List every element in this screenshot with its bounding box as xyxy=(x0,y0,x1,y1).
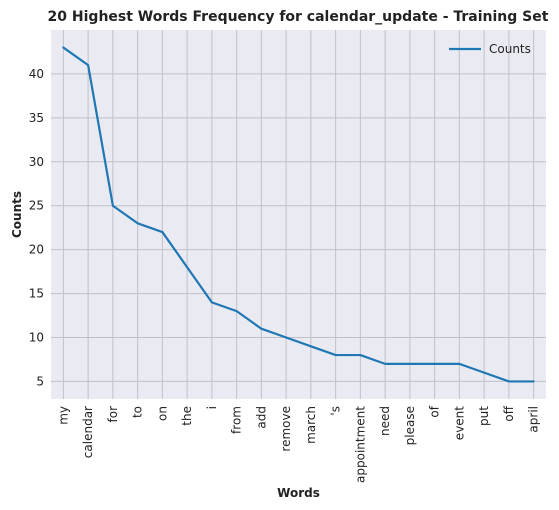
grid-lines xyxy=(51,30,546,399)
y-tick-label: 40 xyxy=(29,67,44,81)
x-tick-label: march xyxy=(304,406,318,444)
y-tick-label: 10 xyxy=(29,331,44,345)
x-tick-label: 's xyxy=(329,406,343,416)
x-tick-label: my xyxy=(56,406,70,425)
x-tick-label: appointment xyxy=(353,406,367,483)
x-axis-label: Words xyxy=(277,486,320,500)
y-axis-ticks: 5 10 15 20 25 30 35 40 xyxy=(29,67,44,388)
y-tick-label: 30 xyxy=(29,155,44,169)
y-tick-label: 25 xyxy=(29,199,44,213)
x-tick-label: remove xyxy=(279,406,293,452)
x-tick-label: off xyxy=(502,405,516,421)
x-tick-label: on xyxy=(155,406,169,421)
series-line-counts xyxy=(62,46,535,383)
x-tick-label: add xyxy=(254,406,268,429)
x-tick-label: the xyxy=(180,406,194,426)
chart-title: 20 Highest Words Frequency for calendar_… xyxy=(48,9,549,25)
x-tick-label: to xyxy=(131,406,145,418)
y-tick-label: 20 xyxy=(29,243,44,257)
x-tick-label: of xyxy=(428,405,442,417)
legend: Counts xyxy=(449,42,531,56)
x-tick-label: event xyxy=(452,406,466,440)
x-tick-label: please xyxy=(403,406,417,445)
x-tick-label: i xyxy=(205,406,219,409)
x-axis-ticks: my calendar for to on the i from add remove march '… xyxy=(56,405,540,483)
x-tick-label: calendar xyxy=(81,406,95,458)
y-axis-label: Counts xyxy=(10,191,24,238)
y-tick-label: 15 xyxy=(29,287,44,301)
x-tick-label: put xyxy=(477,406,491,426)
x-tick-label: from xyxy=(230,406,244,434)
series-layer xyxy=(62,46,535,383)
x-tick-label: for xyxy=(106,406,120,423)
y-tick-label: 5 xyxy=(36,374,44,388)
y-tick-label: 35 xyxy=(29,111,44,125)
legend-entry-counts: Counts xyxy=(489,42,531,56)
x-tick-label: need xyxy=(378,406,392,436)
x-tick-label: april xyxy=(527,406,541,433)
